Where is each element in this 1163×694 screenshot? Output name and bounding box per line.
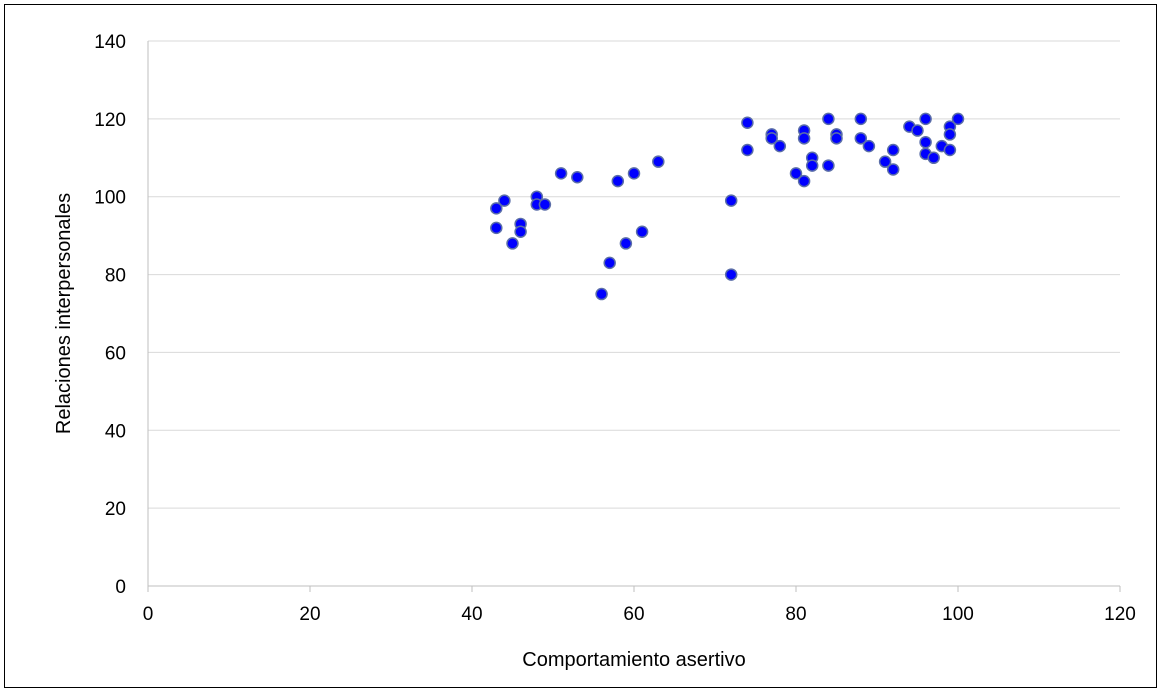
y-axis-title: Relaciones interpersonales xyxy=(53,193,75,434)
data-point-0-44 xyxy=(919,135,932,149)
data-point-0-2 xyxy=(498,194,511,207)
data-point-0-42 xyxy=(911,124,924,137)
axes xyxy=(147,41,1121,592)
data-point-0-8 xyxy=(538,198,552,211)
data-point-0-31 xyxy=(822,112,835,126)
x-tick-label-0: 0 xyxy=(143,604,154,625)
data-point-0-28 xyxy=(797,174,811,188)
data-point-0-37 xyxy=(862,139,876,153)
data-point-0-10 xyxy=(571,171,584,184)
data-point-0-12 xyxy=(603,256,616,270)
x-tick-label-120: 120 xyxy=(1104,604,1136,625)
data-point-0-17 xyxy=(652,155,665,168)
x-tick-label-80: 80 xyxy=(785,604,806,625)
data-point-0-21 xyxy=(741,143,754,157)
data-point-0-19 xyxy=(724,268,738,281)
x-tick-label-100: 100 xyxy=(942,604,974,625)
y-tick-label-80: 80 xyxy=(105,266,126,287)
data-point-0-18 xyxy=(724,194,738,207)
x-tick-label-60: 60 xyxy=(623,604,644,625)
x-tick-label-20: 20 xyxy=(299,604,320,625)
tick-labels: 0 20 40 60 80 100 120 140 0 20 40 60 80 100 120 xyxy=(94,32,1136,625)
data-point-0-24 xyxy=(773,139,787,153)
y-tick-label-0: 0 xyxy=(115,577,126,598)
data-point-0-50 xyxy=(943,143,957,157)
data-point-0-20 xyxy=(741,116,754,129)
data-point-0-49 xyxy=(943,128,957,141)
y-tick-label-100: 100 xyxy=(94,188,126,209)
data-point-0-15 xyxy=(627,167,641,180)
data-point-0-14 xyxy=(619,237,633,250)
data-point-0-40 xyxy=(886,163,900,176)
y-tick-label-20: 20 xyxy=(105,499,126,520)
data-point-0-9 xyxy=(554,167,568,180)
data-point-0-36 xyxy=(854,132,868,145)
data-point-0-16 xyxy=(635,225,649,238)
data-point-0-38 xyxy=(878,155,892,168)
data-point-0-32 xyxy=(822,159,835,172)
data-point-0-5 xyxy=(514,225,527,238)
gridlines xyxy=(148,40,1120,509)
y-tick-label-60: 60 xyxy=(105,343,126,364)
data-points xyxy=(490,112,965,301)
data-point-0-30 xyxy=(805,159,819,172)
y-tick-label-40: 40 xyxy=(105,421,126,442)
y-tick-label-120: 120 xyxy=(94,110,126,131)
data-point-0-1 xyxy=(490,221,503,235)
data-point-0-27 xyxy=(797,132,811,145)
data-point-0-46 xyxy=(927,151,940,165)
data-point-0-51 xyxy=(951,112,965,126)
data-point-0-25 xyxy=(789,167,803,180)
data-point-0-13 xyxy=(611,174,625,188)
data-point-0-3 xyxy=(506,237,519,250)
data-point-0-35 xyxy=(854,112,868,126)
x-axis-title: Comportamiento asertivo xyxy=(522,649,745,671)
data-point-0-0 xyxy=(490,202,503,215)
data-point-0-34 xyxy=(830,132,843,145)
data-point-0-39 xyxy=(886,143,900,157)
data-point-0-43 xyxy=(919,112,932,126)
data-point-0-11 xyxy=(595,287,608,301)
data-point-0-23 xyxy=(765,132,778,145)
y-tick-label-140: 140 xyxy=(94,32,126,53)
chart-frame xyxy=(4,4,1157,688)
x-tick-label-40: 40 xyxy=(461,604,482,625)
